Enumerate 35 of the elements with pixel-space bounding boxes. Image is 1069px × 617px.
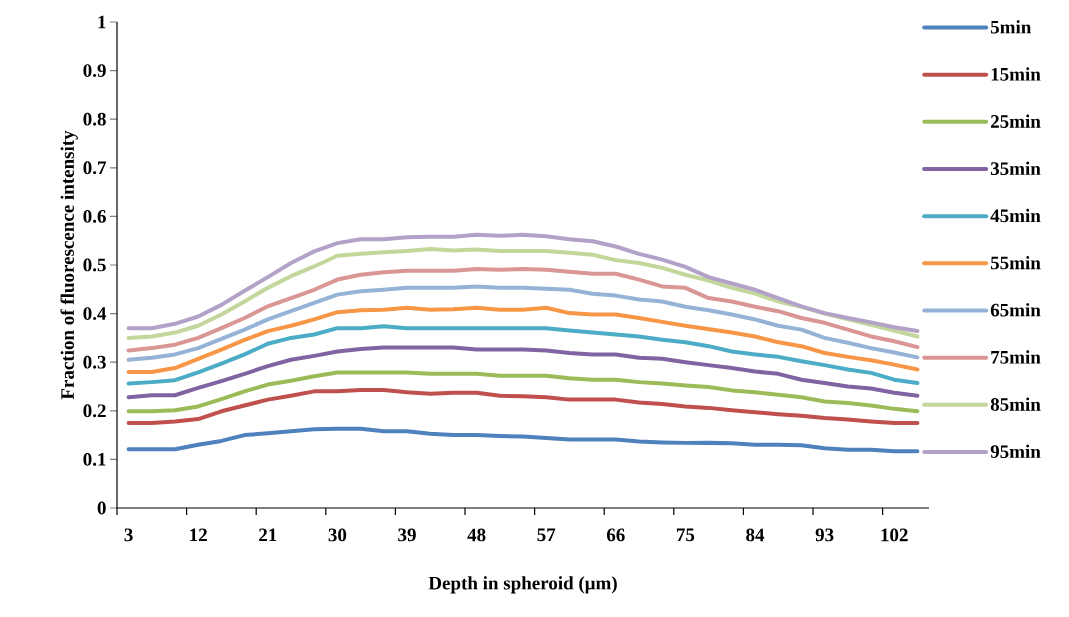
legend-label: 5min bbox=[990, 20, 1032, 34]
x-tick-label: 48 bbox=[467, 528, 486, 542]
legend-label: 55min bbox=[990, 255, 1041, 270]
y-tick-label: 0 bbox=[97, 501, 106, 515]
y-tick-label: 0.7 bbox=[83, 161, 107, 175]
x-tick-label: 57 bbox=[537, 528, 556, 542]
legend-label: 15min bbox=[991, 67, 1041, 81]
x-tick-label: 21 bbox=[259, 528, 277, 542]
x-tick-label: 93 bbox=[815, 528, 834, 542]
y-tick-label: 0.3 bbox=[83, 355, 106, 369]
x-tick-label: 39 bbox=[398, 528, 416, 542]
legend-label: 25min bbox=[990, 114, 1041, 128]
x-tick-label: 3 bbox=[124, 528, 133, 542]
legend-label: 45min bbox=[990, 208, 1041, 223]
y-axis-title: Fraction of fluorescence intensity bbox=[60, 130, 78, 400]
x-tick-label: 75 bbox=[676, 528, 695, 542]
legend-label: 75min bbox=[991, 350, 1041, 364]
y-tick-label: 0.5 bbox=[83, 258, 106, 272]
x-tick-label: 30 bbox=[328, 528, 347, 542]
y-tick-label: 0.6 bbox=[83, 209, 106, 223]
y-tick-label: 0.1 bbox=[83, 452, 106, 466]
legend-label: 35min bbox=[990, 161, 1041, 176]
y-tick-label: 0.8 bbox=[83, 112, 106, 126]
x-axis-title: Depth in spheroid (μm) bbox=[428, 576, 617, 594]
y-tick-label: 0.9 bbox=[83, 64, 106, 78]
x-tick-label: 84 bbox=[746, 528, 765, 542]
y-tick-label: 0.4 bbox=[83, 307, 107, 321]
legend-label: 95min bbox=[990, 444, 1041, 459]
y-tick-label: 1 bbox=[98, 15, 106, 29]
x-tick-label: 12 bbox=[190, 528, 207, 542]
x-tick-label: 66 bbox=[606, 528, 625, 542]
x-tick-label: 102 bbox=[881, 528, 908, 542]
y-tick-label: 0.2 bbox=[83, 404, 106, 418]
legend-label: 65min bbox=[990, 303, 1041, 317]
legend-label: 85min bbox=[990, 397, 1041, 411]
